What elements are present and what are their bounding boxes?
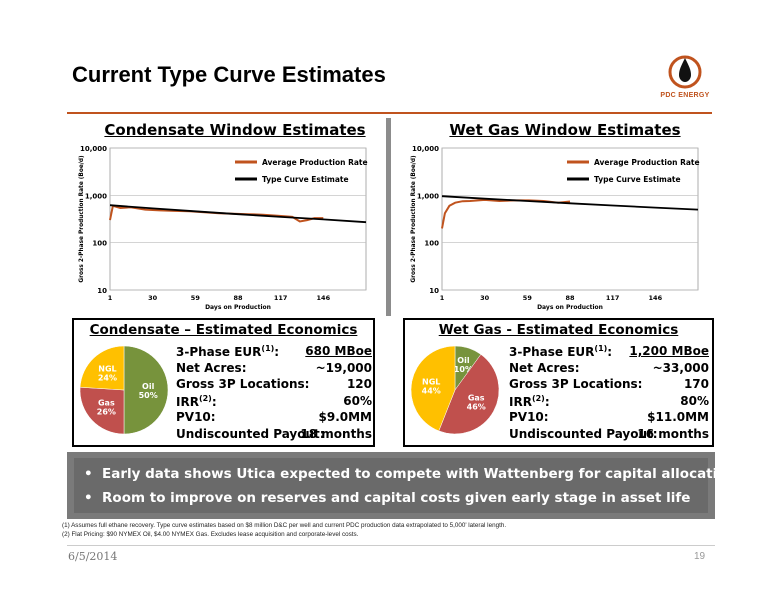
pie-label: NGL	[98, 364, 116, 373]
metric-label: Gross 3P Locations:	[176, 377, 310, 391]
pie-slice-oil	[123, 345, 169, 435]
condensate-metrics: 3-Phase EUR(1): 680 MBoe Net Acres: ~19,000…	[176, 344, 372, 444]
legend-label: Average Production Rate	[262, 158, 368, 167]
metric-value: 680 MBoe	[305, 344, 372, 358]
metric-label: 3-Phase EUR(1):	[509, 344, 613, 359]
x-tick-label: 59	[191, 294, 201, 302]
pie-slice-gas	[79, 386, 125, 435]
bullet-panel	[74, 458, 708, 513]
x-tick-label: 1	[440, 294, 445, 302]
wet-gas-economics-box: Wet Gas - Estimated Economics Oil 10% Gas 4…	[403, 318, 714, 447]
x-tick-label: 88	[565, 294, 575, 302]
x-tick-label: 146	[649, 294, 663, 302]
metric-label: PV10:	[509, 410, 549, 424]
metric-value: $9.0MM	[318, 410, 373, 424]
x-axis-label: Days on Production	[205, 304, 271, 311]
x-tick-label: 117	[274, 294, 288, 302]
pie-label: Gas	[98, 399, 115, 408]
metric-label: IRR(2):	[176, 393, 217, 409]
pie-value-label: 44%	[422, 386, 441, 395]
bullet-text: Room to improve on reserves and capital …	[102, 490, 691, 506]
x-tick-label: 30	[148, 294, 158, 302]
pie-value-label: 50%	[139, 391, 158, 400]
metric-label: Undiscounted Payout:	[509, 426, 658, 441]
x-tick-label: 88	[233, 294, 243, 302]
pie-slice-gas	[438, 354, 500, 435]
wet-gas-line-chart: 10 100 1,000 10,000 1 30 59 88 117 146 Days on Pro…	[411, 145, 700, 311]
pie-label: Gas	[468, 394, 485, 403]
wet-gas-chart-title: Wet Gas Window Estimates	[449, 121, 681, 139]
slide-date: 6/5/2014	[68, 550, 118, 563]
metric-value: 120	[346, 377, 372, 391]
legend-label: Average Production Rate	[594, 158, 700, 167]
condensate-chart-title: Condensate Window Estimates	[104, 121, 366, 139]
pie-slice-ngl	[410, 345, 456, 432]
legend-label: Type Curve Estimate	[262, 175, 349, 184]
y-tick-label: 100	[92, 240, 107, 248]
metric-value: 16 months	[637, 426, 709, 441]
x-tick-label: 59	[523, 294, 533, 302]
bottom-rule	[67, 545, 715, 546]
pie-slice-ngl	[79, 345, 125, 391]
bullet-item: • Room to improve on reserves and capita…	[84, 490, 691, 506]
y-tick-label: 1,000	[85, 192, 107, 200]
condensate-economics-title: Condensate – Estimated Economics	[89, 322, 358, 338]
metric-value: $11.0MM	[647, 410, 709, 424]
metric-label: Net Acres:	[176, 360, 247, 375]
metric-value: 60%	[343, 393, 372, 408]
series-line-type-curve	[441, 195, 699, 211]
page-number: 19	[694, 551, 706, 562]
metric-value: 80%	[680, 393, 709, 408]
footnote: (1) Assumes full ethane recovery. Type c…	[62, 522, 507, 529]
metric-label: IRR(2):	[509, 393, 550, 409]
pie-value-label: 24%	[98, 373, 117, 382]
x-tick-label: 1	[108, 294, 113, 302]
title-rule	[67, 112, 712, 114]
wet-gas-metrics: 3-Phase EUR(1): 1,200 MBoe Net Acres: ~33,0…	[509, 344, 709, 444]
condensate-line-chart: 10 100 1,000 10,000 1 30 59 88 117 146 Days on Pro…	[79, 145, 368, 311]
x-tick-label: 117	[606, 294, 620, 302]
vertical-divider	[386, 118, 391, 316]
page-title: Current Type Curve Estimates	[72, 62, 386, 87]
y-tick-label: 10,000	[412, 145, 439, 153]
condensate-economics-box: Condensate – Estimated Economics Oil 50% G…	[72, 318, 375, 447]
pie-label: Oil	[142, 382, 155, 391]
y-tick-label: 10,000	[80, 145, 107, 153]
metric-value: ~19,000	[315, 360, 372, 375]
metric-value: ~33,000	[652, 360, 709, 375]
metric-label: PV10:	[176, 410, 216, 424]
metric-label: 3-Phase EUR(1):	[176, 344, 280, 359]
plot-area	[441, 147, 699, 291]
footnote: (2) Flat Pricing: $90 NYMEX Oil, $4.00 N…	[62, 531, 359, 538]
y-axis-label: Gross 2-Phase Production Rate (Boe/d)	[411, 155, 417, 283]
bullet-item: • Early data shows Utica expected to com…	[84, 466, 737, 482]
x-tick-label: 30	[480, 294, 490, 302]
y-tick-label: 1,000	[417, 192, 439, 200]
metric-value: 18 months	[300, 426, 372, 441]
y-axis-label: Gross 2-Phase Production Rate (Boe/d)	[79, 155, 85, 283]
y-tick-label: 100	[424, 240, 439, 248]
logo-text: PDC ENERGY	[660, 92, 710, 99]
pie-value-label: 10%	[454, 365, 473, 374]
metric-label: Net Acres:	[509, 360, 580, 375]
x-axis-label: Days on Production	[537, 304, 603, 311]
metric-value: 170	[683, 377, 709, 391]
x-tick-label: 146	[317, 294, 331, 302]
wet-gas-economics-title: Wet Gas - Estimated Economics	[438, 322, 679, 338]
metric-label: Undiscounted Payout:	[176, 426, 325, 441]
y-tick-label: 10	[97, 287, 107, 295]
pie-value-label: 26%	[97, 408, 116, 417]
legend-label: Type Curve Estimate	[594, 175, 681, 184]
series-line-type-curve	[109, 204, 367, 224]
pdc-logo-icon	[668, 55, 702, 89]
pie-value-label: 46%	[467, 403, 486, 412]
bullet-text: Early data shows Utica expected to compe…	[102, 466, 737, 482]
metric-label: Gross 3P Locations:	[509, 377, 643, 391]
metric-value: 1,200 MBoe	[629, 344, 709, 358]
y-tick-label: 10	[429, 287, 439, 295]
pie-label: Oil	[457, 356, 470, 365]
pie-label: NGL	[422, 377, 440, 386]
